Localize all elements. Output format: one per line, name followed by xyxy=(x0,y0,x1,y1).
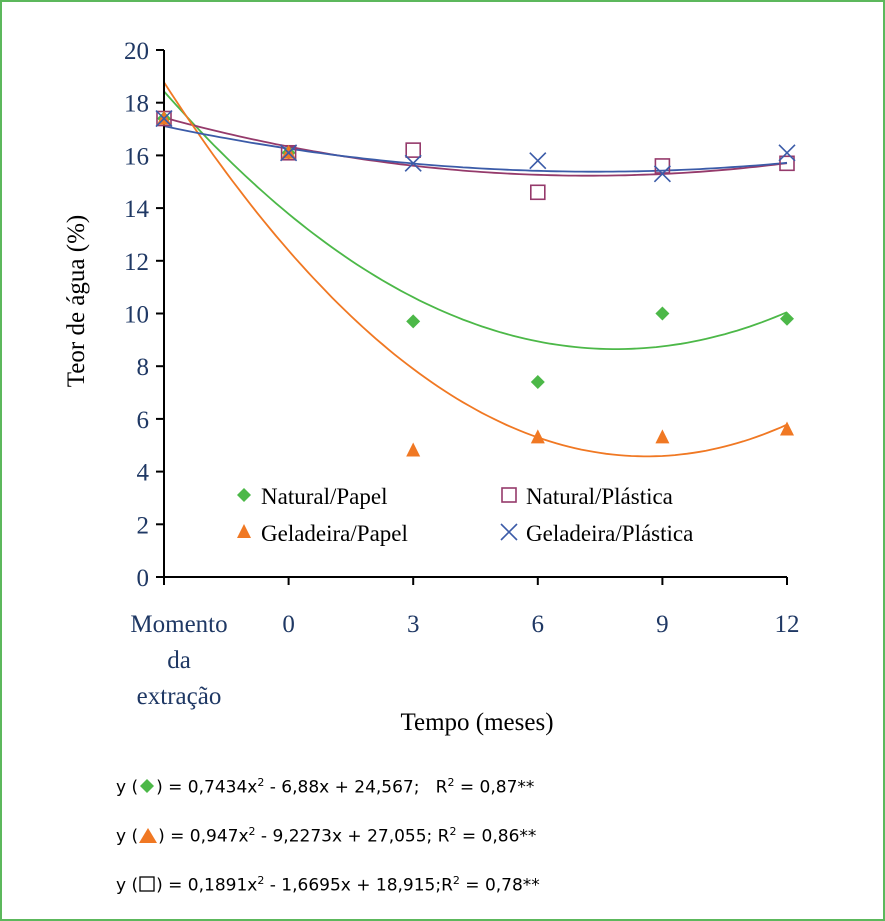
x-marker-stroke xyxy=(653,165,671,183)
y-tick-label: 6 xyxy=(137,407,150,434)
x-tick-label: 0 xyxy=(282,611,295,638)
data-point xyxy=(780,421,794,436)
x-marker-stroke xyxy=(404,154,422,172)
legend-marker xyxy=(501,487,517,503)
y-tick-label: 16 xyxy=(124,143,149,170)
legend-marker xyxy=(500,523,518,541)
x-marker-stroke xyxy=(500,523,518,541)
y-tick-label: 14 xyxy=(124,196,150,223)
x-tick-label-line: 6 xyxy=(532,611,545,638)
data-point xyxy=(406,314,421,329)
equation-3-rest: - 1,6695x + 18,915;R xyxy=(264,875,453,896)
open-square-icon xyxy=(138,875,156,898)
equation-3-exponent: 2 xyxy=(257,874,265,887)
legend-label: Natural/Plástica xyxy=(526,484,673,509)
data-point xyxy=(280,144,298,162)
data-point xyxy=(529,152,547,170)
equation-3-prefix: y ( xyxy=(116,875,139,896)
data-points xyxy=(155,109,796,457)
y-tick-label: 2 xyxy=(137,512,150,539)
equation-1-r2-exponent: 2 xyxy=(447,776,455,789)
equation-3-body: ) = 0,1891x xyxy=(156,875,258,896)
y-tick-label: 8 xyxy=(137,354,150,381)
equation-2-body: ) = 0,947x xyxy=(158,826,249,847)
y-tick-label: 12 xyxy=(124,249,149,276)
trend-line xyxy=(163,116,788,177)
equation-1-rest: - 6,88x + 24,567; R xyxy=(264,777,448,798)
data-point xyxy=(780,311,794,326)
x-marker-stroke xyxy=(529,152,547,170)
equation-2-r2: = 0,86** xyxy=(456,826,537,847)
data-point xyxy=(779,155,795,172)
x-tick-label: 9 xyxy=(656,611,669,638)
axes: 0 2 4 6 8 10 12 14 16 18 20 Momento da extração 0 3 6 9 12 xyxy=(124,38,800,710)
data-point xyxy=(529,184,546,201)
equation-3-r2: = 0,78** xyxy=(459,875,540,896)
x-tick-label-line: Momento xyxy=(130,611,227,638)
x-tick-label-line: 3 xyxy=(407,611,420,638)
equation-3-r2-exponent: 2 xyxy=(452,874,460,887)
x-axis-title: Tempo (meses) xyxy=(400,709,553,736)
trend-line xyxy=(163,90,788,350)
legend-marker xyxy=(237,488,251,502)
equation-2: y () = 0,947x2 - 9,2273x + 27,055; R2 = … xyxy=(116,825,536,849)
diamond-icon xyxy=(138,777,156,800)
x-marker-stroke xyxy=(280,144,298,162)
legend-marker xyxy=(237,524,251,538)
triangle-icon xyxy=(138,826,158,849)
equation-2-prefix: y ( xyxy=(116,826,139,847)
equation-2-r2-exponent: 2 xyxy=(449,825,457,838)
x-tick-label-line: da xyxy=(167,647,191,674)
x-tick-label: 3 xyxy=(407,611,420,638)
x-marker-stroke xyxy=(778,144,796,162)
x-tick-label-line: extração xyxy=(137,683,222,710)
data-point xyxy=(155,109,173,128)
equation-3: y () = 0,1891x2 - 1,6695x + 18,915;R2 = … xyxy=(116,874,540,898)
legend-label: Natural/Papel xyxy=(261,484,387,509)
data-point xyxy=(655,306,670,321)
y-tick-label: 20 xyxy=(124,38,149,65)
y-tick-label: 0 xyxy=(137,565,150,592)
trend-lines xyxy=(163,81,788,458)
equation-1-prefix: y ( xyxy=(116,777,139,798)
legend-label: Geladeira/Plástica xyxy=(526,521,693,546)
equation-2-exponent: 2 xyxy=(248,825,256,838)
x-tick-label: 6 xyxy=(532,611,545,638)
data-point xyxy=(404,154,422,172)
data-point xyxy=(530,375,545,390)
y-axis-title: Teor de água (%) xyxy=(63,215,90,387)
data-point xyxy=(405,142,422,158)
y-tick-label: 18 xyxy=(124,91,149,118)
data-point xyxy=(655,429,670,444)
equation-1-exponent: 2 xyxy=(257,776,265,789)
data-point xyxy=(778,144,796,162)
legend-label: Geladeira/Papel xyxy=(261,521,408,546)
y-tick-label: 4 xyxy=(137,460,150,487)
y-tick-label: 10 xyxy=(124,302,149,329)
trend-line xyxy=(163,81,788,458)
data-point xyxy=(653,165,671,183)
x-marker-stroke xyxy=(155,109,173,128)
x-tick-label: Momento da extração xyxy=(130,611,227,710)
x-tick-label-line: 9 xyxy=(656,611,669,638)
x-tick-label-line: 0 xyxy=(282,611,295,638)
equation-1-r2: = 0,87** xyxy=(454,777,535,798)
equation-2-rest: - 9,2273x + 27,055; R xyxy=(255,826,450,847)
x-tick-label: 12 xyxy=(775,611,800,638)
data-point xyxy=(530,429,545,444)
x-tick-label-line: 12 xyxy=(775,611,800,638)
data-point xyxy=(406,442,421,457)
equation-1: y () = 0,7434x2 - 6,88x + 24,567; R2 = 0… xyxy=(116,776,534,800)
equation-1-body: ) = 0,7434x xyxy=(156,777,258,798)
trend-line xyxy=(163,125,788,173)
legend: Natural/Papel Natural/Plástica Geladeira/P… xyxy=(237,484,693,546)
